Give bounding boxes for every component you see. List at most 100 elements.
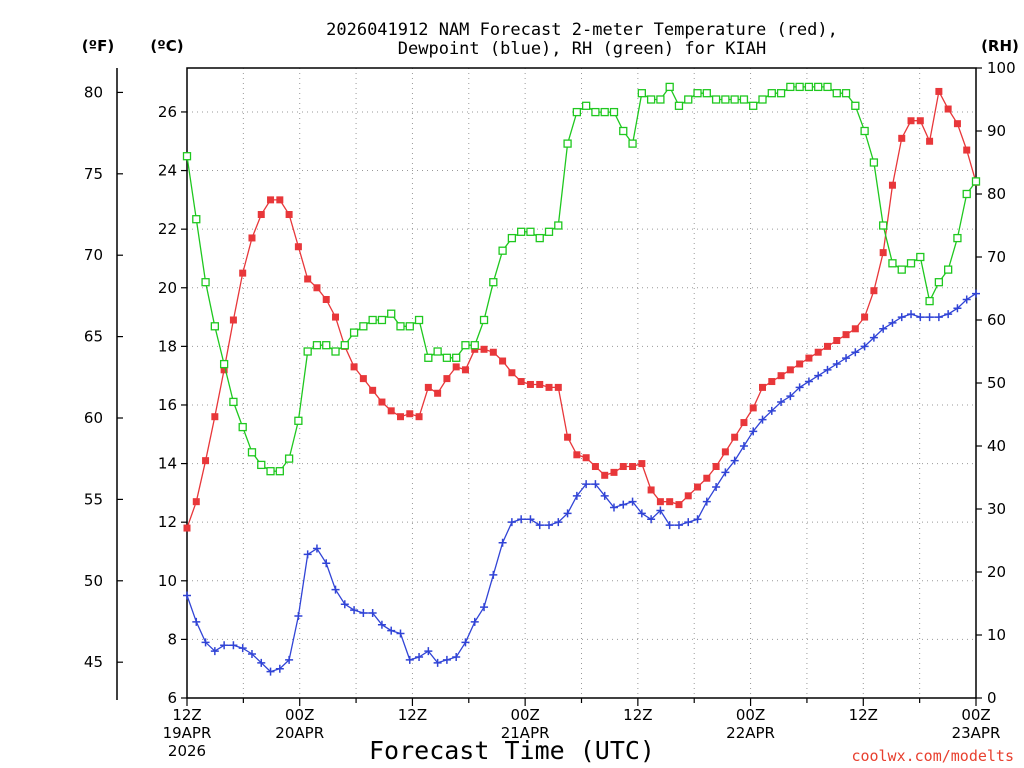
temperature-point — [499, 357, 507, 365]
temperature-point — [276, 196, 284, 204]
rh-point — [238, 422, 247, 432]
rh-point — [823, 82, 832, 92]
rh-point — [971, 177, 981, 186]
rh-point — [693, 89, 702, 98]
fahrenheit-tick-label: 65 — [84, 328, 103, 346]
temperature-point — [304, 275, 312, 283]
rh-point — [517, 227, 526, 236]
temperature-point — [443, 375, 451, 383]
celsius-tick-label: 8 — [167, 630, 177, 648]
rh-point — [600, 107, 609, 117]
temperature-point — [591, 463, 599, 471]
temperature-point — [768, 378, 776, 386]
dewpoint-point — [433, 658, 442, 667]
dewpoint-point — [628, 497, 637, 506]
dewpoint-point — [285, 655, 294, 664]
temperature-point — [480, 345, 488, 353]
fahrenheit-unit-label: (ºF) — [82, 37, 114, 55]
source-credit[interactable]: coolwx.com/modelts — [851, 747, 1014, 765]
dewpoint-point — [405, 655, 414, 664]
rh-point — [284, 454, 294, 463]
dewpoint-point — [526, 515, 535, 524]
celsius-tick-label: 12 — [158, 513, 177, 531]
rh-point — [879, 221, 888, 230]
rh-tick-label: 0 — [987, 689, 997, 707]
temperature-point — [879, 249, 887, 257]
rh-point — [609, 107, 619, 117]
dewpoint-point — [758, 415, 767, 424]
temperature-point — [814, 348, 822, 356]
rh-tick-label: 30 — [987, 500, 1006, 518]
dewpoint-point — [944, 310, 953, 319]
dewpoint-point — [396, 629, 405, 638]
rh-point — [804, 82, 814, 92]
dewpoint-point — [842, 354, 851, 363]
temperature-point — [267, 196, 275, 204]
temperature-point — [870, 287, 878, 295]
dewpoint-point — [712, 483, 721, 492]
rh-point — [851, 101, 860, 110]
dewpoint-point — [220, 641, 229, 650]
dewpoint-point — [266, 667, 275, 676]
temperature-point — [415, 413, 423, 421]
dewpoint-point — [201, 638, 210, 647]
temperature-point — [684, 492, 692, 500]
rh-unit-label: (RH) — [981, 37, 1019, 55]
rh-point — [396, 322, 405, 331]
chart-title-line-1: 2026041912 NAM Forecast 2-meter Temperat… — [326, 20, 838, 40]
dewpoint-point — [721, 468, 730, 477]
rh-point — [229, 397, 238, 407]
rh-series — [182, 82, 981, 476]
rh-tick-label: 10 — [987, 626, 1006, 644]
dewpoint-point — [247, 650, 256, 659]
dewpoint-point — [795, 383, 804, 392]
rh-point — [414, 315, 424, 325]
temperature-point — [229, 316, 237, 324]
dewpoint-point — [554, 518, 563, 527]
dewpoint-point — [823, 365, 832, 374]
rh-point — [387, 309, 396, 318]
rh-point — [888, 259, 897, 268]
dewpoint-point — [238, 644, 247, 653]
temperature-point — [239, 269, 247, 277]
temperature-point — [369, 386, 377, 394]
dewpoint-point — [647, 515, 656, 524]
dewpoint-point — [972, 289, 980, 298]
temperature-point — [944, 105, 952, 113]
temperature-point — [220, 366, 228, 374]
temperature-point — [332, 313, 340, 321]
temperature-point — [647, 486, 655, 494]
dewpoint-point — [591, 480, 600, 489]
temperature-point — [656, 498, 664, 506]
rh-point — [749, 101, 758, 110]
rh-tick-label: 80 — [987, 185, 1006, 203]
dewpoint-point — [851, 348, 860, 357]
temperature-point — [452, 363, 460, 371]
dewpoint-point — [470, 617, 479, 626]
dewpoint-point — [962, 295, 971, 304]
x-tick-label: 12Z — [623, 706, 652, 724]
temperature-point — [888, 181, 896, 189]
dewpoint-point — [702, 497, 711, 506]
temperature-point — [508, 369, 516, 377]
rh-tick-label: 20 — [987, 563, 1006, 581]
temperature-point — [406, 410, 414, 418]
dewpoint-point — [582, 480, 591, 489]
temperature-point — [192, 498, 200, 506]
temperature-point — [545, 383, 553, 391]
dewpoint-point — [350, 606, 359, 615]
temperature-point — [536, 380, 544, 388]
temperature-point — [759, 383, 767, 391]
rh-point — [219, 359, 229, 369]
temperature-point — [434, 389, 442, 397]
rh-point — [544, 227, 554, 236]
celsius-tick-label: 24 — [158, 162, 177, 180]
dewpoint-point — [368, 609, 377, 618]
temperature-point — [564, 433, 572, 441]
rh-point — [368, 315, 377, 325]
dewpoint-point — [879, 324, 888, 333]
temperature-point — [833, 337, 841, 345]
celsius-tick-label: 14 — [158, 455, 177, 473]
rh-point — [452, 353, 461, 362]
temperature-point — [489, 348, 497, 356]
